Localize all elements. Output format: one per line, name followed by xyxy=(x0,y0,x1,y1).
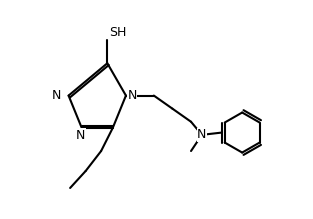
Text: N: N xyxy=(197,128,207,141)
Text: N: N xyxy=(52,89,62,102)
Text: N: N xyxy=(75,129,85,142)
Text: N: N xyxy=(127,89,137,102)
Text: SH: SH xyxy=(109,26,126,39)
